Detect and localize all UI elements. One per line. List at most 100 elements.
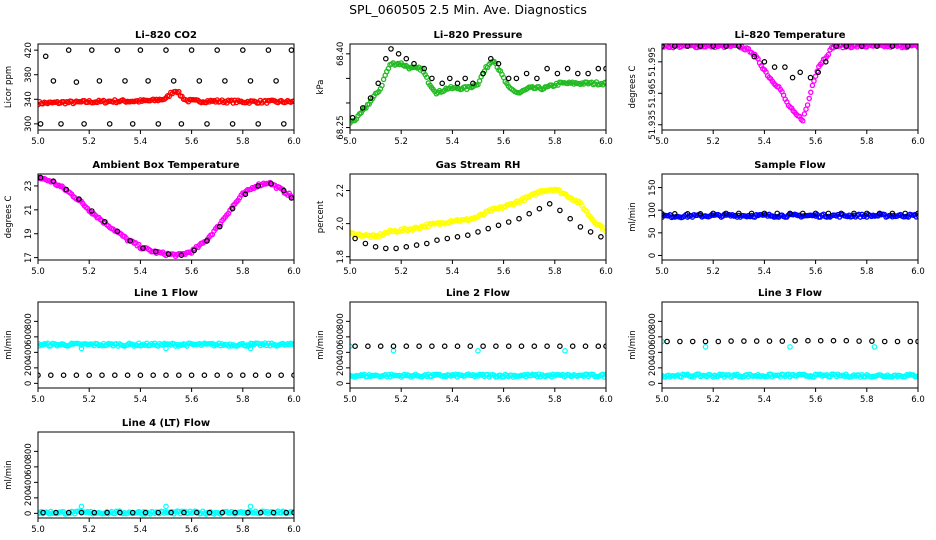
data-point	[350, 372, 353, 379]
plot-frame	[661, 43, 919, 131]
y-tick-label: 200	[648, 360, 658, 376]
x-axis: 5.0 5.2 5.4 5.6 5.8 6.0	[343, 260, 613, 277]
y-tick-label: 0	[24, 511, 34, 516]
data-point	[467, 343, 474, 350]
data-point	[283, 509, 290, 516]
data-point	[454, 343, 461, 350]
x-tick-label: 5.6	[497, 267, 511, 277]
data-point	[684, 211, 691, 217]
x-tick-label: 6.0	[287, 267, 301, 277]
data-point	[574, 70, 581, 77]
x-axis: 5.0 5.2 5.4 5.6 5.8 6.0	[343, 130, 613, 147]
series-0	[38, 340, 294, 349]
data-point	[255, 121, 262, 127]
data-point	[163, 345, 169, 352]
data-point	[851, 210, 857, 217]
data-point	[595, 65, 602, 72]
x-tick-label: 6.0	[911, 395, 925, 405]
y-tick-label: 200	[336, 360, 346, 376]
data-point	[365, 343, 371, 350]
data-point	[73, 79, 80, 85]
data-point	[129, 121, 136, 127]
data-point	[270, 509, 277, 516]
data-point	[858, 44, 865, 49]
series-2	[40, 509, 294, 516]
x-tick-label: 6.0	[911, 137, 925, 147]
data-point	[582, 343, 589, 350]
x-tick-label: 5.2	[394, 137, 408, 147]
x-tick-label: 5.2	[706, 395, 720, 405]
y-tick-label: 600	[24, 459, 34, 475]
data-point	[799, 210, 806, 217]
series-1	[78, 503, 254, 510]
data-point	[789, 74, 796, 81]
x-tick-label: 5.0	[343, 137, 357, 147]
plot-frame	[37, 301, 295, 389]
data-point	[518, 343, 525, 350]
y-axis: 68.25 68.40	[336, 42, 350, 140]
data-point	[104, 509, 110, 516]
data-point	[188, 47, 195, 53]
data-point	[807, 74, 814, 81]
data-point	[863, 210, 870, 217]
data-point	[170, 78, 177, 84]
plot-area	[662, 210, 918, 221]
data-point	[662, 211, 665, 217]
y-tick-label: 19	[24, 228, 34, 239]
data-point	[42, 53, 49, 60]
data-point	[145, 78, 151, 84]
data-point	[191, 247, 198, 254]
data-point	[362, 240, 369, 247]
data-point	[367, 95, 374, 101]
series-0	[350, 58, 606, 126]
data-point	[735, 210, 742, 217]
x-tick-label: 6.0	[287, 525, 301, 535]
y-axis: 1.8 2.0 2.2	[336, 184, 350, 263]
data-point	[825, 210, 832, 217]
x-tick-label: 5.4	[134, 525, 148, 535]
data-point	[78, 503, 85, 510]
x-axis: 5.0 5.2 5.4 5.6 5.8 6.0	[655, 388, 925, 405]
panel-sample_flow: Sample Flow 5.0 5.2 5.4 5.6 5.8 6.0 0 50 100 150 ml…	[628, 160, 925, 277]
plot-area	[350, 186, 606, 252]
x-tick-label: 5.0	[343, 267, 357, 277]
x-tick-label: 5.8	[548, 267, 562, 277]
data-point	[843, 44, 850, 49]
y-axis-label: ml/min	[4, 460, 14, 490]
x-tick-label: 5.6	[809, 137, 823, 147]
data-point	[523, 70, 530, 77]
plot-area	[38, 340, 294, 379]
y-tick-label: 340	[24, 91, 34, 107]
x-tick-label: 5.8	[236, 525, 250, 535]
data-point	[598, 234, 604, 240]
data-point	[196, 78, 203, 84]
data-point	[122, 78, 128, 84]
data-point	[163, 47, 169, 53]
data-point	[50, 178, 57, 185]
data-point	[761, 58, 768, 65]
data-point	[201, 372, 208, 379]
y-tick-label: 400	[648, 344, 658, 360]
x-axis: 5.0 5.2 5.4 5.6 5.8 6.0	[655, 260, 925, 277]
data-point	[204, 121, 210, 127]
data-point	[206, 509, 213, 516]
y-tick-label: 150	[648, 179, 658, 195]
data-point	[702, 344, 709, 350]
x-tick-label: 5.0	[31, 525, 45, 535]
data-point	[60, 372, 67, 379]
data-point	[140, 245, 146, 251]
x-tick-label: 5.4	[446, 395, 460, 405]
data-point	[554, 70, 561, 77]
plot-frame	[349, 173, 607, 261]
data-point	[403, 343, 410, 350]
y-tick-label: 800	[24, 443, 34, 459]
data-point	[557, 207, 563, 214]
y-tick-label: 68.40	[336, 42, 346, 66]
data-point	[462, 75, 469, 82]
data-point	[505, 75, 512, 82]
data-point	[774, 210, 781, 217]
data-point	[446, 75, 453, 82]
data-point	[454, 234, 461, 240]
